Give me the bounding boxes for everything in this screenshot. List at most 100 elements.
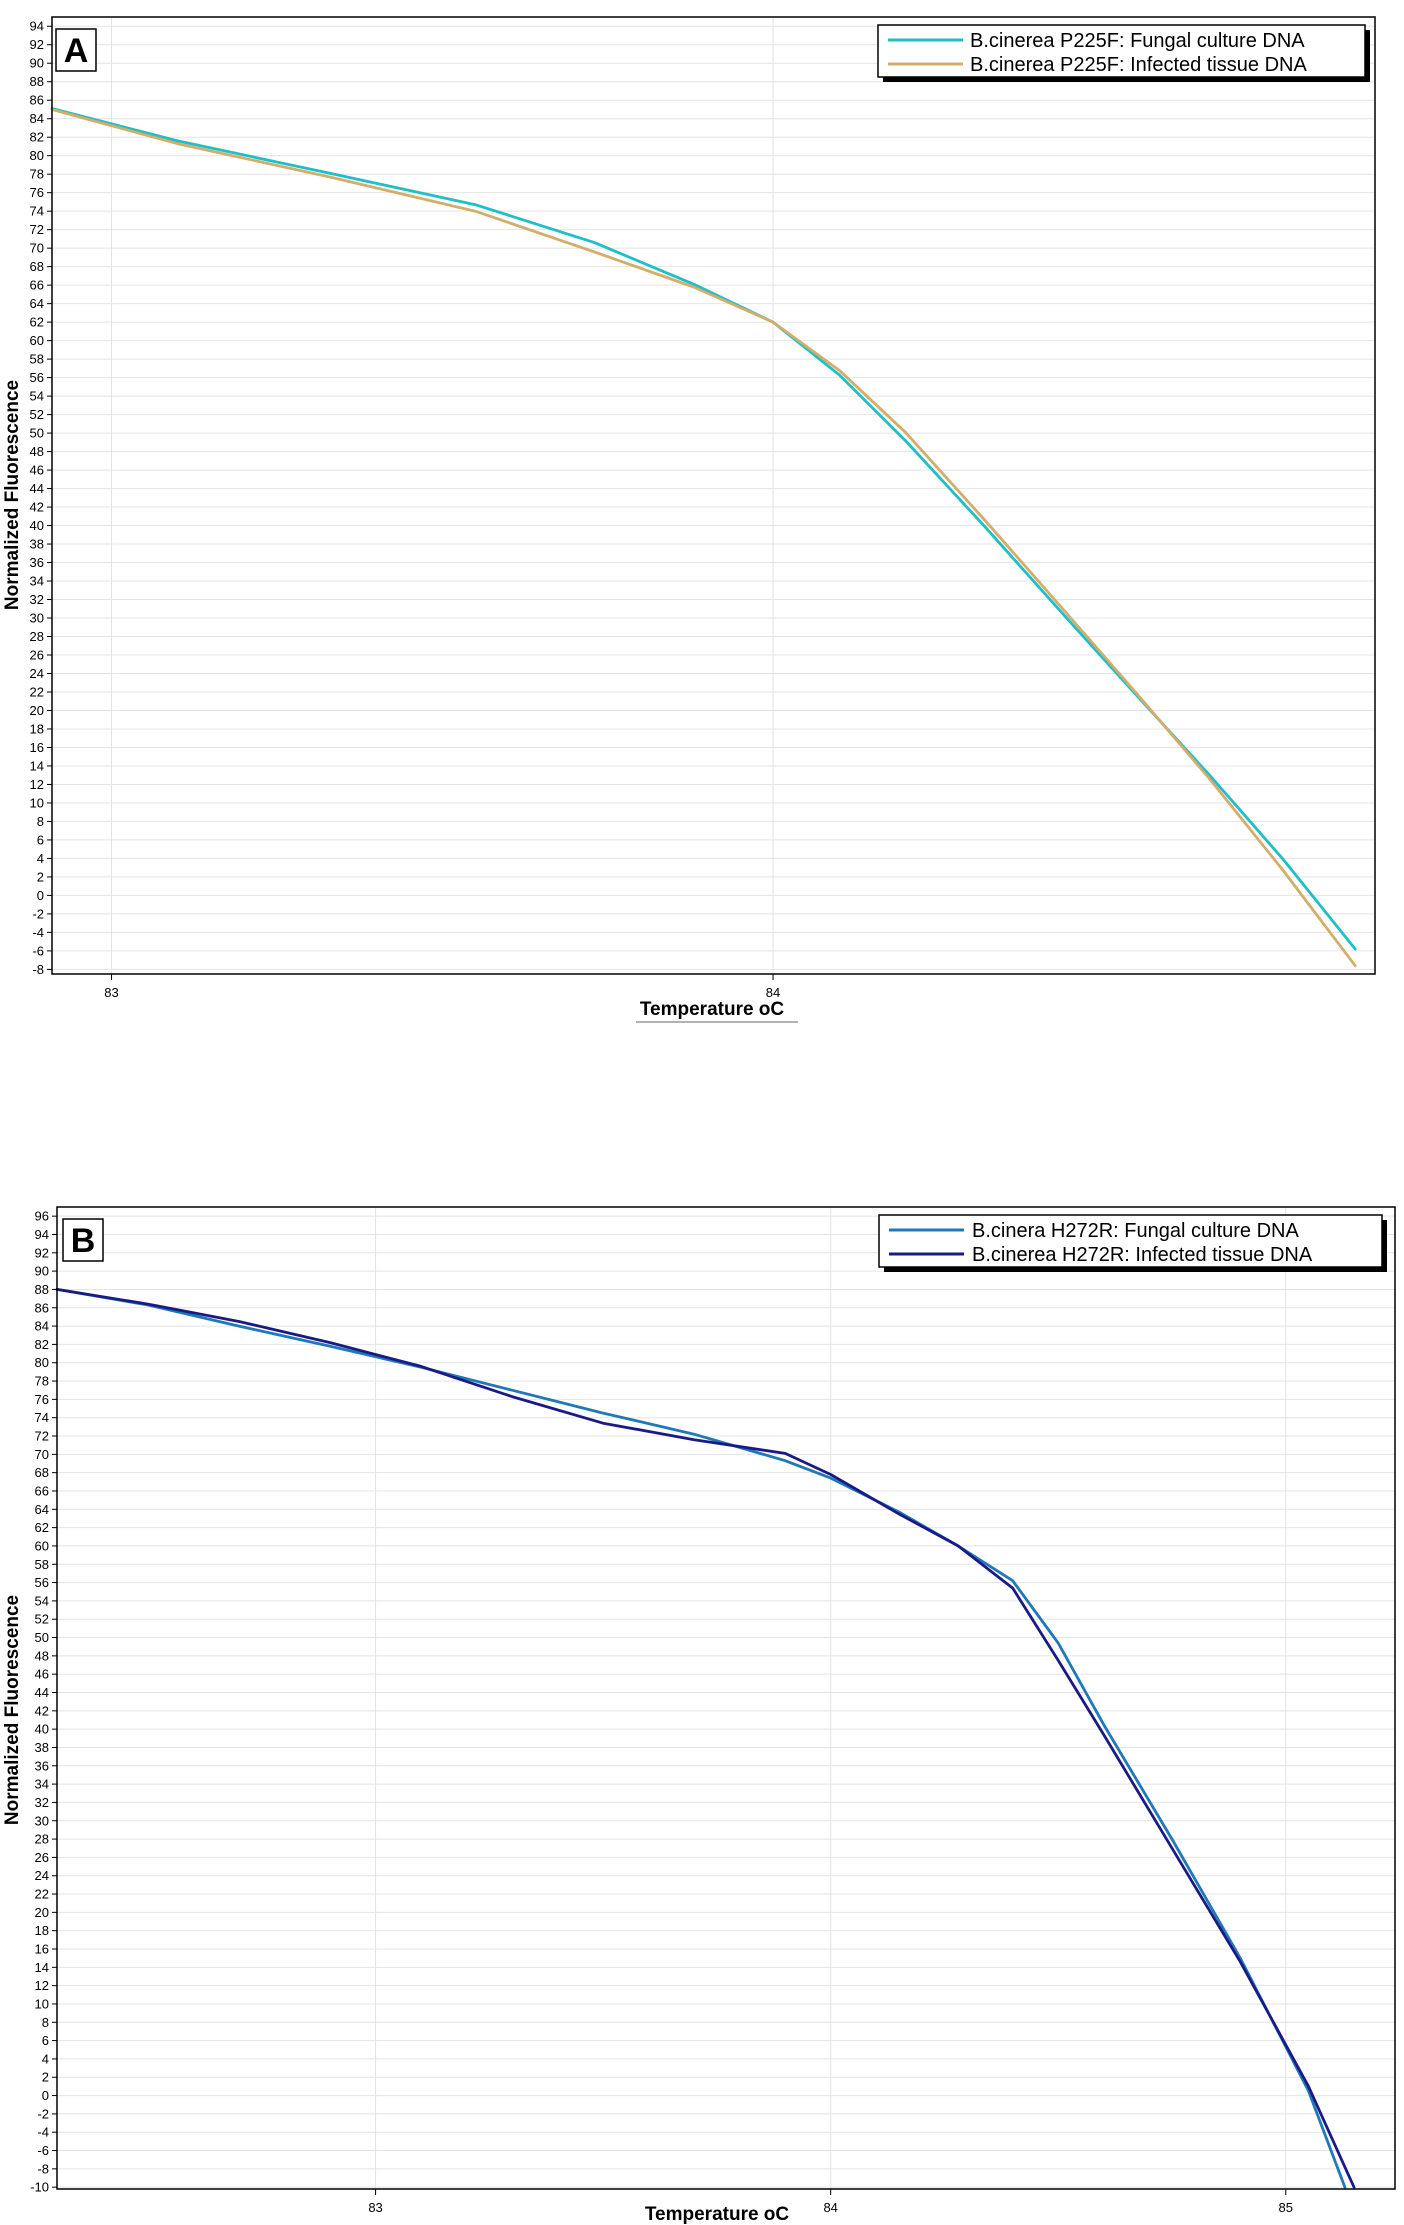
- y-tick-label-a-19: 56: [30, 370, 44, 385]
- y-tick-label-a-9: 76: [30, 185, 44, 200]
- y-tick-label-b-3: 90: [35, 1264, 49, 1279]
- y-tick-label-a-30: 34: [30, 574, 44, 589]
- y-tick-label-b-10: 76: [35, 1392, 49, 1407]
- y-tick-label-a-2: 90: [30, 56, 44, 71]
- y-tick-label-b-28: 40: [35, 1722, 49, 1737]
- legend-box-b: [878, 1214, 1383, 1268]
- y-tick-label-b-18: 60: [35, 1538, 49, 1553]
- y-tick-label-a-40: 14: [30, 758, 44, 773]
- y-tick-label-b-32: 32: [35, 1795, 49, 1810]
- series-line-b-1: [55, 1288, 1356, 2189]
- y-tick-label-a-15: 64: [30, 296, 44, 311]
- y-tick-label-a-8: 78: [30, 167, 44, 182]
- y-tick-label-a-4: 86: [30, 93, 44, 108]
- y-tick-label-b-30: 36: [35, 1758, 49, 1773]
- legend-box-a: [877, 24, 1366, 78]
- y-tick-label-b-33: 30: [35, 1813, 49, 1828]
- panel-label-box-a: [55, 28, 97, 72]
- y-tick-label-b-47: 2: [42, 2070, 49, 2085]
- y-tick-label-b-22: 52: [35, 1612, 49, 1627]
- y-tick-label-b-26: 44: [35, 1685, 49, 1700]
- y-tick-label-b-46: 4: [42, 2051, 49, 2066]
- y-tick-label-a-50: -6: [32, 943, 44, 958]
- y-tick-label-a-26: 42: [30, 500, 44, 515]
- y-tick-label-b-39: 18: [35, 1923, 49, 1938]
- y-tick-label-b-38: 20: [35, 1905, 49, 1920]
- grid-a: [52, 17, 1375, 974]
- y-tick-label-a-34: 26: [30, 648, 44, 663]
- legend-a: B.cinerea P225F: Fungal culture DNA B.ci…: [877, 24, 1370, 82]
- y-tick-label-a-36: 22: [30, 684, 44, 699]
- y-tick-label-a-41: 12: [30, 777, 44, 792]
- y-tick-label-a-43: 8: [37, 814, 44, 829]
- y-tick-label-a-14: 66: [30, 278, 44, 293]
- x-ticks-a: 83 84: [104, 974, 780, 1000]
- y-tick-label-a-5: 84: [30, 111, 44, 126]
- y-tick-label-a-20: 54: [30, 389, 44, 404]
- y-tick-label-b-14: 68: [35, 1465, 49, 1480]
- grid-b: [57, 1207, 1395, 2189]
- y-tick-label-a-46: 2: [37, 869, 44, 884]
- y-tick-label-a-0: 94: [30, 19, 44, 34]
- y-tick-label-b-36: 24: [35, 1868, 49, 1883]
- y-tick-label-b-34: 28: [35, 1832, 49, 1847]
- chart-a: 9492908886848280787674727068666462605856…: [2, 16, 1376, 1023]
- y-tick-label-b-7: 82: [35, 1337, 49, 1352]
- y-tick-label-a-38: 18: [30, 721, 44, 736]
- legend-label-a-1: B.cinerea P225F: Infected tissue DNA: [970, 54, 1307, 76]
- legend-label-a-0: B.cinerea P225F: Fungal culture DNA: [970, 30, 1305, 52]
- y-tick-label-a-12: 70: [30, 241, 44, 256]
- y-tick-label-a-1: 92: [30, 37, 44, 52]
- y-tick-label-b-52: -8: [37, 2161, 49, 2176]
- y-tick-label-b-23: 50: [35, 1630, 49, 1645]
- y-tick-label-b-29: 38: [35, 1740, 49, 1755]
- x-tick-label-b-1: 84: [823, 2200, 837, 2215]
- y-tick-label-b-51: -6: [37, 2143, 49, 2158]
- y-ticks-b: 9694929088868482807876747270686664626058…: [30, 1209, 57, 2195]
- y-tick-label-b-44: 8: [42, 2015, 49, 2030]
- y-tick-label-a-35: 24: [30, 666, 44, 681]
- y-tick-label-b-41: 14: [35, 1960, 49, 1975]
- y-tick-label-a-28: 38: [30, 537, 44, 552]
- plot-frame-a: [51, 16, 1376, 975]
- chart-b: 9694929088868482807876747270686664626058…: [2, 1206, 1396, 2225]
- plot-background-a: [52, 17, 1375, 974]
- y-tick-label-b-15: 66: [35, 1483, 49, 1498]
- y-tick-label-a-3: 88: [30, 74, 44, 89]
- panel-label-box-b: [62, 1218, 104, 1262]
- x-axis-title-b: Temperature oC: [645, 2204, 790, 2225]
- y-tick-label-b-48: 0: [42, 2088, 49, 2103]
- y-tick-label-a-16: 62: [30, 315, 44, 330]
- y-tick-label-b-53: -10: [30, 2180, 49, 2195]
- y-tick-label-b-1: 94: [35, 1227, 49, 1242]
- y-tick-label-a-33: 28: [30, 629, 44, 644]
- y-tick-label-a-6: 82: [30, 130, 44, 145]
- y-tick-label-b-40: 16: [35, 1941, 49, 1956]
- y-tick-label-b-45: 6: [42, 2033, 49, 2048]
- y-tick-label-b-8: 80: [35, 1355, 49, 1370]
- y-tick-label-b-35: 26: [35, 1850, 49, 1865]
- y-tick-label-b-43: 10: [35, 1996, 49, 2011]
- y-tick-label-a-44: 6: [37, 832, 44, 847]
- x-ticks-b: 83 84 85: [368, 2189, 1293, 2215]
- y-tick-label-a-49: -4: [32, 925, 44, 940]
- y-tick-label-b-19: 58: [35, 1557, 49, 1572]
- y-tick-label-a-48: -2: [32, 906, 44, 921]
- y-tick-label-b-9: 78: [35, 1374, 49, 1389]
- y-tick-label-a-32: 30: [30, 611, 44, 626]
- y-tick-label-a-39: 16: [30, 740, 44, 755]
- legend-label-b-1: B.cinerea H272R: Infected tissue DNA: [972, 1244, 1313, 1266]
- y-tick-label-a-24: 46: [30, 463, 44, 478]
- y-tick-label-b-27: 42: [35, 1703, 49, 1718]
- y-tick-label-a-51: -8: [32, 962, 44, 977]
- series-layer-a: [50, 107, 1357, 968]
- y-tick-label-b-49: -2: [37, 2106, 49, 2121]
- legend-b: B.cinera H272R: Fungal culture DNA B.cin…: [878, 1214, 1387, 1272]
- y-tick-label-a-23: 48: [30, 444, 44, 459]
- y-tick-label-b-6: 84: [35, 1319, 49, 1334]
- y-tick-label-b-42: 12: [35, 1978, 49, 1993]
- y-tick-label-a-11: 72: [30, 222, 44, 237]
- y-tick-label-a-25: 44: [30, 481, 44, 496]
- y-tick-label-a-13: 68: [30, 259, 44, 274]
- y-tick-label-b-37: 22: [35, 1887, 49, 1902]
